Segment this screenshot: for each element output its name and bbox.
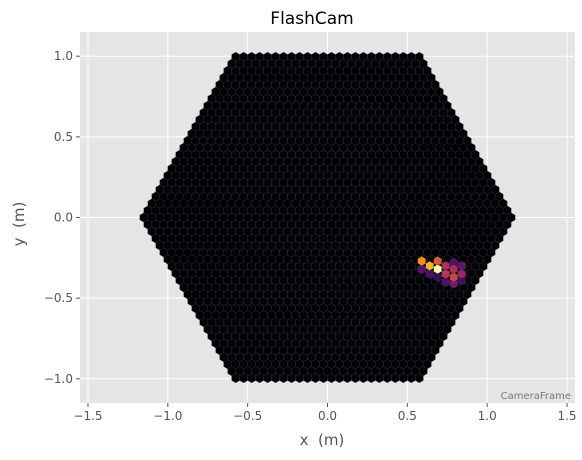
signal-pixel bbox=[433, 264, 442, 275]
y-axis-label: y (m) bbox=[10, 202, 28, 247]
chart-title: FlashCam bbox=[270, 9, 353, 29]
x-axis-label: x (m) bbox=[300, 431, 345, 449]
camera-frame-annotation: CameraFrame bbox=[501, 391, 571, 402]
x-tick-label: −1.5 bbox=[73, 409, 102, 423]
signal-pixel bbox=[417, 256, 426, 266]
x-tick-label: −0.5 bbox=[233, 409, 262, 423]
signal-pixel bbox=[449, 278, 458, 289]
x-tick-label: 0.0 bbox=[318, 409, 337, 423]
camera-pixel bbox=[415, 51, 424, 62]
y-tick-label: 1.0 bbox=[54, 49, 73, 63]
y-tick-label: 0.5 bbox=[54, 130, 73, 144]
x-tick-label: 1.0 bbox=[478, 409, 497, 423]
x-tick-label: 1.5 bbox=[557, 409, 576, 423]
camera-pixels bbox=[139, 51, 516, 384]
x-tick-label: 0.5 bbox=[398, 409, 417, 423]
y-tick-label: −0.5 bbox=[44, 291, 73, 305]
signal-pixel bbox=[425, 260, 434, 271]
signal-pixel bbox=[449, 272, 458, 283]
y-tick-label: 0.0 bbox=[54, 211, 73, 225]
x-tick-label: −1.0 bbox=[153, 409, 182, 423]
y-tick-label: −1.0 bbox=[44, 372, 73, 386]
axis-ticks: −1.5 −1.0 −0.5 0.0 0.5 1.0 1.5 −1.0 −0.5 0.0 0.5 1.… bbox=[44, 49, 577, 423]
